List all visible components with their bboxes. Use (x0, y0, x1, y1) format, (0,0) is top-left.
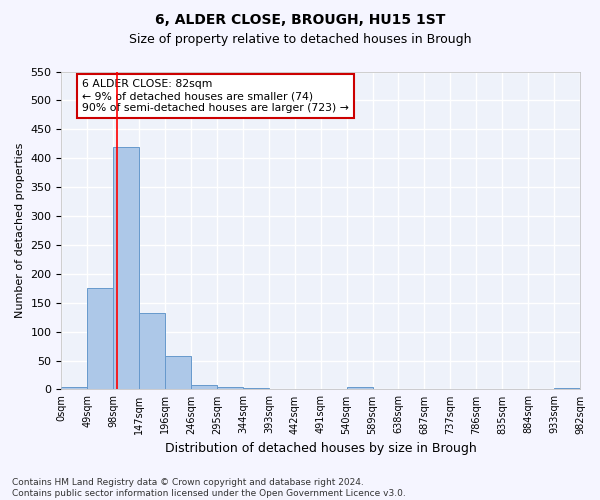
Y-axis label: Number of detached properties: Number of detached properties (15, 143, 25, 318)
Text: 6 ALDER CLOSE: 82sqm
← 9% of detached houses are smaller (74)
90% of semi-detach: 6 ALDER CLOSE: 82sqm ← 9% of detached ho… (82, 80, 349, 112)
Bar (165, 356, 191, 390)
Bar (554, 388, 580, 390)
Bar (243, 388, 269, 390)
Text: Contains HM Land Registry data © Crown copyright and database right 2024.
Contai: Contains HM Land Registry data © Crown c… (12, 478, 406, 498)
Bar (347, 386, 373, 390)
Bar (88, 288, 113, 390)
Text: 6, ALDER CLOSE, BROUGH, HU15 1ST: 6, ALDER CLOSE, BROUGH, HU15 1ST (155, 12, 445, 26)
Bar (61, 386, 88, 390)
X-axis label: Distribution of detached houses by size in Brough: Distribution of detached houses by size … (165, 442, 476, 455)
Bar (191, 385, 217, 390)
Bar (217, 386, 243, 390)
Bar (139, 312, 165, 390)
Text: Size of property relative to detached houses in Brough: Size of property relative to detached ho… (129, 32, 471, 46)
Bar (113, 146, 139, 390)
